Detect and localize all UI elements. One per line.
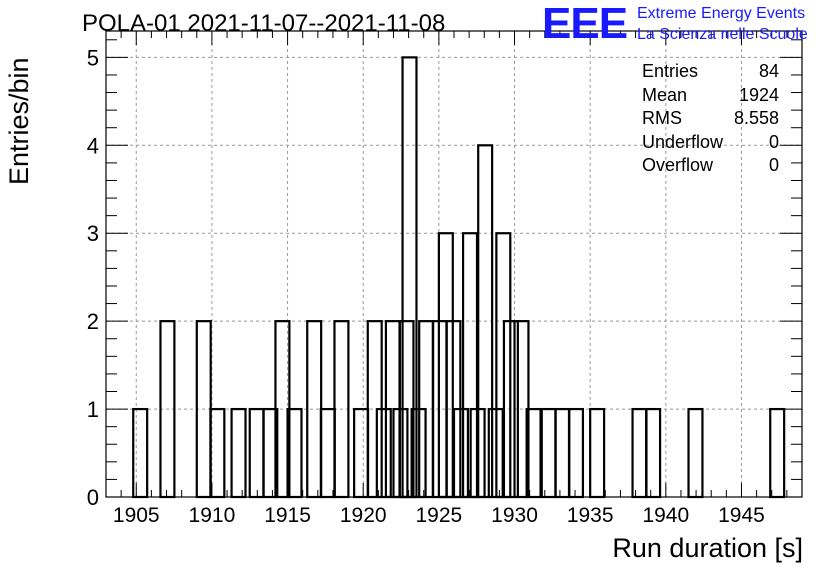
x-tick-label: 1935: [567, 504, 614, 527]
eee-logo-mark: EEE: [542, 0, 628, 48]
x-tick-label: 1930: [491, 504, 538, 527]
x-tick-label: 1920: [340, 504, 387, 527]
logo-line-1: Extreme Energy Events: [637, 5, 806, 22]
histogram-bin: [567, 407, 585, 499]
stat-value: 84: [758, 61, 779, 81]
histogram-bin: [230, 407, 247, 499]
stat-label: Overflow: [642, 155, 714, 175]
x-axis-label: Run duration [s]: [612, 533, 803, 563]
x-tick-label: 1925: [416, 504, 463, 527]
histogram-bin: [687, 407, 704, 499]
histogram-bin: [554, 407, 571, 499]
y-tick-label: 3: [87, 221, 99, 246]
histogram-bin: [319, 407, 336, 499]
stat-rms: RMS 8.558: [642, 107, 779, 131]
histogram-bin: [540, 407, 557, 499]
y-tick-label: 0: [87, 485, 99, 510]
x-tick-label: 1940: [642, 504, 689, 527]
chart-title: POLA-01 2021-11-07--2021-11-08: [82, 10, 446, 37]
stat-mean: Mean 1924: [642, 84, 779, 108]
stat-overflow: Overflow 0: [642, 154, 779, 178]
histogram-bin: [132, 407, 149, 499]
x-tick-label: 1905: [113, 504, 160, 527]
histogram-bin: [209, 407, 226, 499]
histogram-bin: [353, 407, 370, 499]
histogram-bin: [375, 407, 392, 499]
stat-value: 1924: [738, 84, 779, 105]
stat-label: Entries: [642, 61, 699, 81]
stat-label: Mean: [642, 84, 688, 105]
y-tick-label: 2: [87, 309, 99, 334]
stat-label: Underflow: [642, 131, 724, 152]
stats-box: Entries 84 Mean 1924 RMS 8.558 Underflow…: [642, 60, 779, 178]
x-tick-label: 1915: [264, 504, 311, 527]
stat-value: 8.558: [733, 108, 779, 128]
y-tick-label: 5: [87, 45, 99, 70]
x-tick-label: 1910: [189, 504, 236, 527]
histogram-bin: [645, 407, 662, 499]
stat-label: RMS: [642, 108, 682, 128]
histogram-bin: [631, 407, 648, 499]
eee-logo-text: Extreme Energy Events La Scienza nelle S…: [637, 3, 808, 45]
histogram-bin: [248, 407, 265, 499]
logo-line-2: La Scienza nelle Scuole: [637, 26, 808, 43]
stat-value: 0: [768, 155, 779, 175]
y-tick-label: 4: [87, 133, 99, 158]
y-tick-label: 1: [87, 397, 99, 422]
stat-value: 0: [768, 131, 779, 152]
histogram-bin: [589, 407, 606, 499]
stat-entries: Entries 84: [642, 60, 779, 84]
x-tick-label: 1945: [718, 504, 765, 527]
histogram-bin: [769, 407, 786, 499]
histogram-bin: [306, 320, 323, 499]
y-axis-label: Entries/bin: [4, 57, 34, 185]
stat-underflow: Underflow 0: [642, 131, 779, 155]
